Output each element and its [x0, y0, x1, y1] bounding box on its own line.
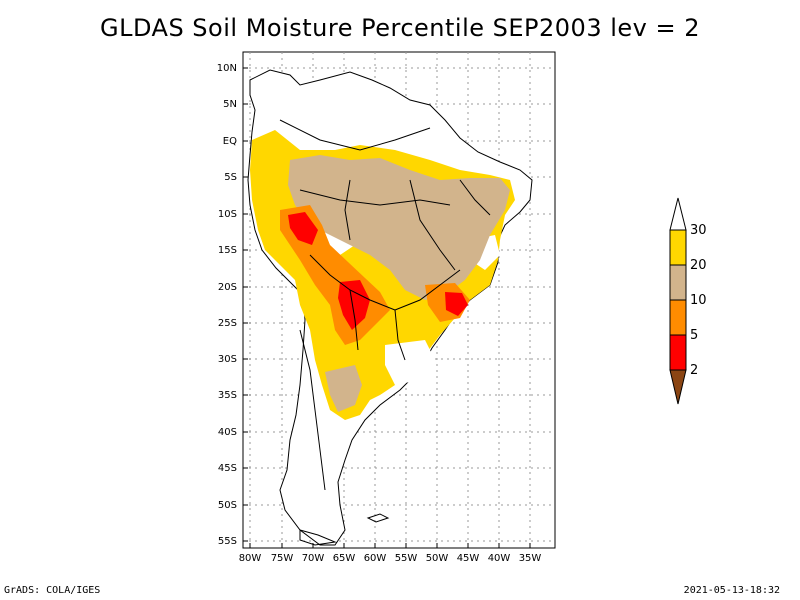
- field-2-5-east: [445, 292, 468, 316]
- soil-moisture-field: [250, 130, 515, 420]
- y-tick-label-40S: 40S: [218, 427, 237, 438]
- color-legend: 30 20 10 5 2: [669, 197, 707, 405]
- legend-bin-10-20: [669, 264, 687, 301]
- y-tick-label-5N: 5N: [223, 99, 237, 110]
- footer-left: GrADS: COLA/IGES: [4, 585, 101, 596]
- field-gt30-3: [385, 340, 435, 385]
- axis-ticks: 80W 75W 70W 65W 60W 55W 50W 45W 40W 35W 10N 5N EQ 5S 1…: [217, 63, 542, 564]
- country-borders: [279, 119, 491, 491]
- x-tick-label-40W: 40W: [488, 553, 511, 564]
- y-tick-label-50S: 50S: [218, 500, 237, 511]
- x-tick-label-45W: 45W: [457, 553, 480, 564]
- falkland-islands: [366, 513, 390, 523]
- x-tick-label-80W: 80W: [239, 553, 262, 564]
- legend-bin-2-5: [669, 334, 687, 371]
- x-tick-label-65W: 65W: [333, 553, 356, 564]
- y-tick-label-5S: 5S: [224, 172, 237, 183]
- y-tick-label-35S: 35S: [218, 390, 237, 401]
- legend-label-2: 2: [690, 363, 698, 378]
- x-tick-label-35W: 35W: [519, 553, 542, 564]
- x-tick-label-60W: 60W: [364, 553, 387, 564]
- x-tick-label-70W: 70W: [302, 553, 325, 564]
- field-2-5-central: [338, 280, 370, 330]
- x-tick-label-50W: 50W: [426, 553, 449, 564]
- footer-right: 2021-05-13-18:32: [683, 585, 780, 596]
- legend-label-10: 10: [690, 293, 707, 308]
- y-tick-label-10N: 10N: [217, 63, 237, 74]
- y-tick-label-15S: 15S: [218, 245, 237, 256]
- legend-bin-5-10: [669, 299, 687, 336]
- field-10-20-south: [325, 365, 362, 412]
- y-tick-label-EQ: EQ: [223, 136, 237, 147]
- field-10-20: [288, 155, 510, 300]
- field-2-5-west: [288, 212, 318, 245]
- y-tick-label-20S: 20S: [218, 282, 237, 293]
- legend-bottom-triangle: [669, 369, 687, 405]
- x-tick-label-55W: 55W: [395, 553, 418, 564]
- legend-label-30: 30: [690, 223, 707, 238]
- legend-top-triangle: [669, 197, 687, 231]
- y-tick-label-45S: 45S: [218, 463, 237, 474]
- y-tick-label-10S: 10S: [218, 209, 237, 220]
- legend-bin-20-30: [669, 229, 687, 266]
- y-tick-label-30S: 30S: [218, 354, 237, 365]
- legend-label-20: 20: [690, 258, 707, 273]
- tierra-del-fuego: [299, 529, 337, 546]
- y-tick-label-25S: 25S: [218, 318, 237, 329]
- y-tick-label-55S: 55S: [218, 536, 237, 547]
- x-tick-label-75W: 75W: [271, 553, 294, 564]
- page-title: GLDAS Soil Moisture Percentile SEP2003 l…: [100, 14, 700, 42]
- legend-label-5: 5: [690, 328, 698, 343]
